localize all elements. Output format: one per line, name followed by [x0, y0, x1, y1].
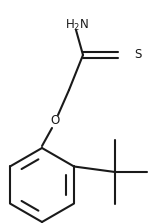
Text: O: O [50, 114, 60, 127]
Text: H$_2$N: H$_2$N [65, 18, 89, 33]
Text: S: S [134, 49, 141, 62]
